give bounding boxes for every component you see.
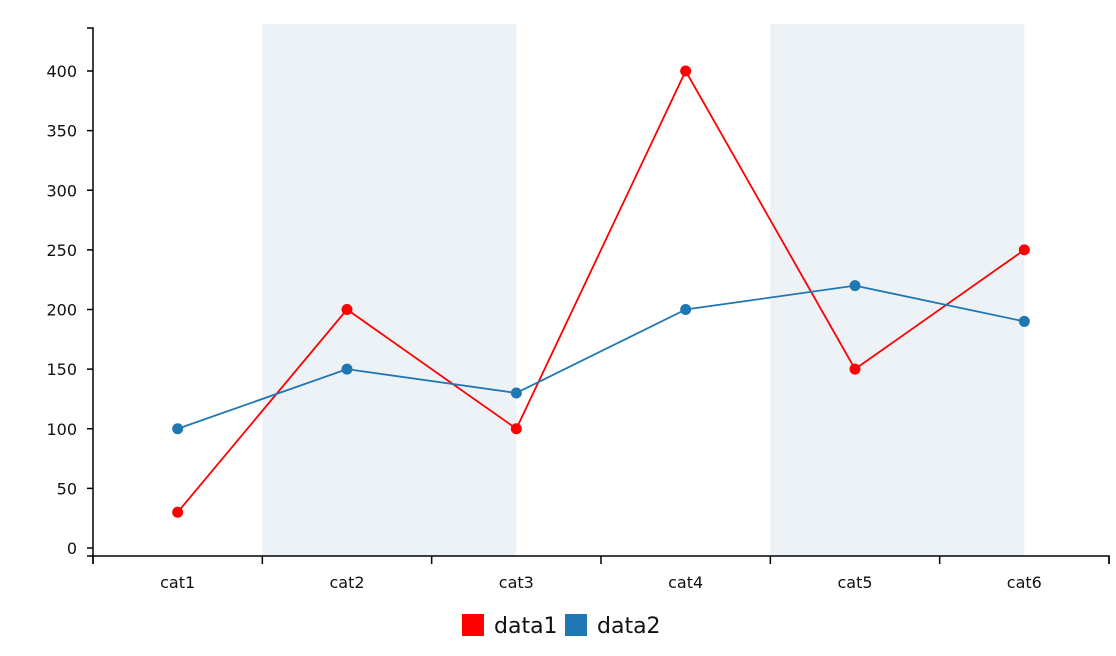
legend-label: data2 [597, 614, 661, 639]
y-tick-label: 100 [46, 420, 77, 439]
highlight-region-2 [770, 24, 1025, 556]
data-point-data1-cat2[interactable] [341, 304, 353, 315]
series-lines [172, 65, 1030, 518]
data-point-data2-cat3[interactable] [510, 387, 522, 399]
highlight-regions [262, 24, 1025, 556]
y-tick-label: 0 [67, 539, 77, 558]
legend-swatch [565, 614, 587, 636]
data-point-data1-cat6[interactable] [1018, 244, 1030, 256]
x-tick-label: cat6 [1007, 573, 1042, 592]
legend-swatch [462, 614, 484, 636]
data-point-data1-cat1[interactable] [172, 506, 184, 518]
data-point-data2-cat6[interactable] [1018, 315, 1030, 327]
y-tick-label: 50 [57, 479, 77, 498]
data-point-data2-cat2[interactable] [341, 363, 353, 375]
y-tick-label: 150 [46, 360, 77, 379]
data-point-data2-cat1[interactable] [172, 423, 184, 435]
series-data2 [172, 280, 1030, 435]
x-tick-label: cat5 [837, 573, 872, 592]
data-point-data1-cat4[interactable] [680, 65, 692, 77]
x-tick-label: cat1 [160, 573, 195, 592]
x-tick-label: cat4 [668, 573, 703, 592]
legend[interactable]: data1 data2 [462, 614, 661, 639]
highlight-region-1 [262, 24, 517, 556]
y-tick-label: 400 [46, 62, 77, 81]
series-line-data1 [176, 69, 1025, 513]
data-point-data1-cat3[interactable] [510, 423, 522, 435]
data-point-data2-cat5[interactable] [849, 280, 861, 292]
legend-item-data1[interactable]: data1 [462, 614, 558, 639]
y-tick-label: 350 [46, 122, 77, 141]
data-point-data1-cat5[interactable] [849, 363, 861, 375]
series-data1 [172, 65, 1030, 518]
axes: 0 50 100 150 200 250 300 350 400 cat1 cat2 cat3 cat4… [46, 27, 1110, 592]
y-tick-label: 250 [46, 241, 77, 260]
y-tick-label: 200 [46, 301, 77, 320]
y-tick-label: 300 [46, 181, 77, 200]
y-axis-line [87, 27, 94, 557]
legend-item-data2[interactable]: data2 [565, 614, 661, 639]
data-point-data2-cat4[interactable] [680, 304, 692, 315]
x-tick-label: cat3 [499, 573, 534, 592]
series-line-data2 [177, 284, 1025, 430]
legend-label: data1 [494, 614, 558, 639]
x-tick-label: cat2 [329, 573, 364, 592]
